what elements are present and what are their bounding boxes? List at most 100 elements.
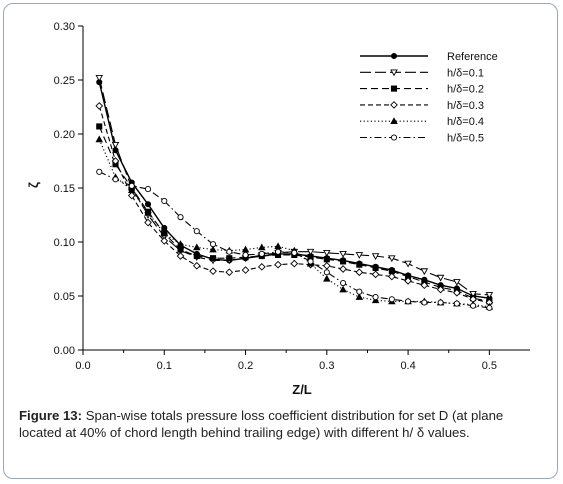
- data-point: [453, 279, 461, 286]
- data-point: [111, 157, 120, 165]
- data-point: [177, 214, 184, 221]
- y-axis-title: ζ: [26, 182, 41, 188]
- data-point: [177, 246, 184, 253]
- legend-marker: [390, 85, 398, 92]
- series-3: [96, 123, 493, 305]
- data-point: [306, 248, 315, 256]
- data-point: [404, 260, 412, 268]
- caption-text: Span-wise totals pressure loss coefficie…: [19, 408, 504, 440]
- series-layer: [95, 74, 494, 311]
- data-point: [226, 248, 233, 255]
- y-tick-label: 0.15: [54, 183, 75, 195]
- legend-marker: [390, 117, 398, 125]
- data-point: [95, 135, 104, 143]
- data-point: [420, 281, 429, 290]
- data-point: [127, 191, 136, 200]
- series-6: [96, 168, 493, 311]
- data-point: [160, 229, 169, 237]
- data-point: [176, 240, 185, 248]
- data-point: [453, 300, 460, 307]
- data-point: [144, 208, 152, 216]
- legend-item-6: h/δ=0.5: [360, 133, 484, 145]
- data-point: [226, 255, 233, 262]
- data-point: [209, 241, 217, 248]
- legend-label: h/δ=0.5: [447, 133, 484, 145]
- data-point: [209, 255, 217, 262]
- data-point: [274, 260, 282, 269]
- data-point: [258, 243, 266, 251]
- data-point: [436, 285, 445, 294]
- data-point: [144, 218, 152, 227]
- data-point: [307, 258, 314, 265]
- data-point: [371, 253, 380, 260]
- data-point: [209, 245, 217, 253]
- data-point: [420, 268, 429, 276]
- data-point: [339, 251, 347, 258]
- data-point: [388, 255, 396, 263]
- data-point: [176, 252, 185, 260]
- chart-axes: 0.0 0.1 0.2 0.3 0.4 0.5 0.00 0.05 0.10 0.15 0.20 0.…: [54, 21, 530, 372]
- data-point: [274, 242, 282, 250]
- data-point: [161, 197, 168, 205]
- data-point: [339, 265, 347, 273]
- data-point: [95, 102, 104, 110]
- data-point: [193, 243, 201, 251]
- legend-label: h/δ=0.3: [447, 100, 484, 112]
- data-point: [323, 256, 330, 263]
- legend-label: h/δ=0.2: [447, 84, 484, 96]
- data-point: [323, 249, 331, 257]
- data-point: [111, 141, 120, 149]
- data-point: [355, 268, 364, 277]
- data-point: [290, 259, 299, 268]
- data-point: [96, 123, 103, 130]
- data-point: [112, 176, 119, 183]
- legend-label: h/δ=0.4: [447, 116, 484, 128]
- data-point: [257, 263, 266, 271]
- data-point: [339, 285, 347, 293]
- data-point: [388, 296, 395, 303]
- data-point: [372, 264, 379, 271]
- y-tick-label: 0.30: [54, 21, 75, 33]
- legend-marker: [390, 134, 398, 141]
- data-point: [485, 292, 494, 299]
- y-tick-label: 0.00: [54, 345, 75, 357]
- data-point: [160, 237, 169, 245]
- data-point: [127, 186, 136, 194]
- y-tick-label: 0.25: [54, 75, 75, 87]
- data-point: [193, 252, 200, 260]
- data-point: [372, 294, 379, 301]
- data-point: [95, 74, 104, 82]
- data-point: [241, 266, 250, 274]
- data-point: [323, 269, 330, 276]
- x-tick-label: 0.2: [238, 360, 253, 372]
- legend: Reference h/δ=0.1 h/δ=0.2 h/δ=0.3 h/δ=0.4 h/δ…: [350, 46, 515, 150]
- legend-item-2: h/δ=0.1: [360, 67, 484, 79]
- data-point: [340, 279, 347, 287]
- data-point: [323, 274, 331, 282]
- y-tick-label: 0.20: [54, 129, 75, 141]
- legend-marker: [390, 69, 398, 77]
- data-point: [436, 274, 445, 282]
- legend-item-3: h/δ=0.2: [360, 84, 484, 96]
- x-tick-label: 0.3: [319, 360, 334, 372]
- data-point: [356, 261, 363, 268]
- legend-box: [350, 46, 515, 150]
- data-point: [486, 304, 493, 311]
- data-point: [470, 302, 477, 309]
- data-point: [291, 249, 298, 256]
- data-point: [144, 186, 152, 193]
- caption-label: Figure 13:: [19, 408, 83, 423]
- data-point: [144, 201, 152, 208]
- data-point: [322, 261, 331, 270]
- data-point: [209, 267, 217, 275]
- y-tick-label: 0.05: [54, 291, 75, 303]
- data-point: [356, 288, 363, 295]
- data-point: [275, 248, 282, 255]
- x-tick-label: 0.0: [75, 360, 90, 372]
- data-point: [225, 268, 234, 277]
- data-point: [355, 293, 364, 300]
- data-point: [258, 250, 265, 257]
- data-point: [96, 168, 103, 175]
- data-point: [387, 272, 396, 281]
- data-point: [193, 228, 200, 235]
